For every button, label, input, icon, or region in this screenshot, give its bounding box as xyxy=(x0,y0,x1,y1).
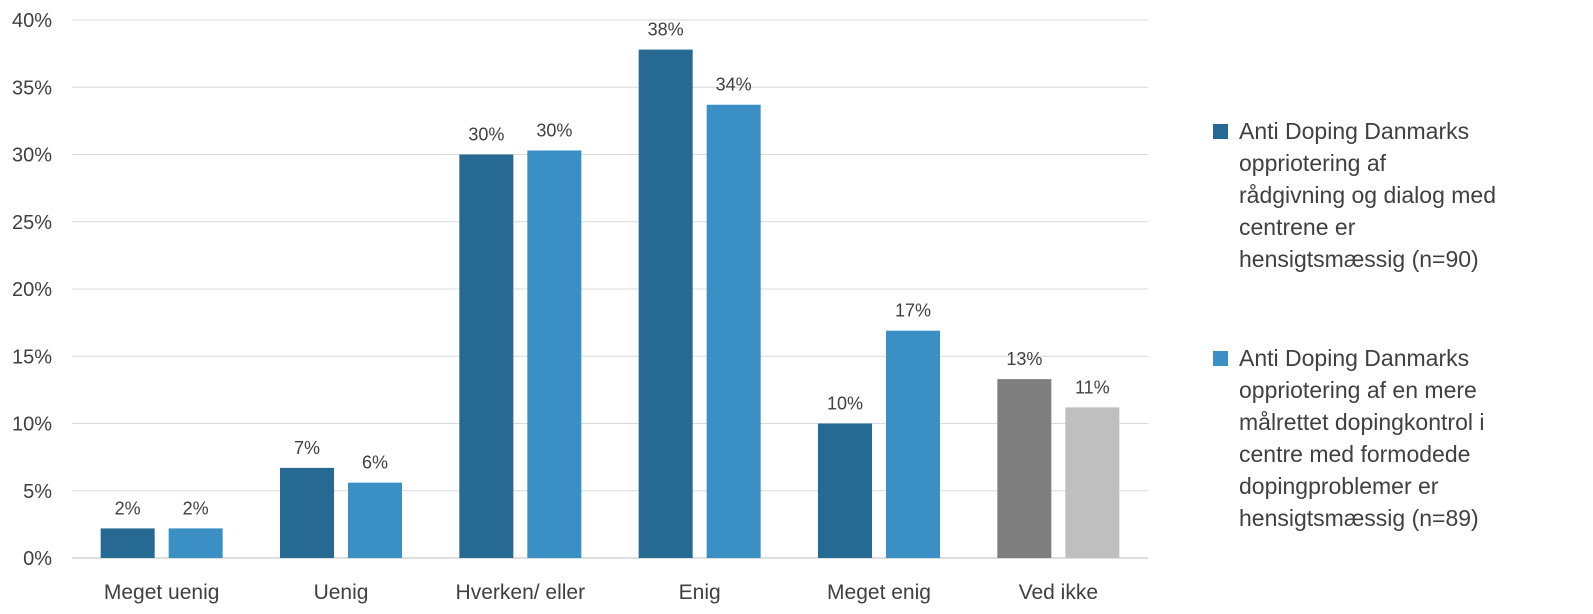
legend-swatch-series-1 xyxy=(1213,124,1228,139)
y-tick-label: 35% xyxy=(12,77,52,99)
data-label: 10% xyxy=(827,394,863,414)
y-tick-label: 15% xyxy=(12,346,52,368)
bar xyxy=(706,104,761,559)
data-label: 17% xyxy=(895,301,931,321)
data-label: 7% xyxy=(294,438,320,458)
data-label: 34% xyxy=(716,75,752,95)
data-label: 6% xyxy=(362,453,388,473)
x-tick-label: Meget enig xyxy=(827,581,931,604)
bar xyxy=(168,528,223,558)
bar xyxy=(100,528,155,558)
data-label: 11% xyxy=(1075,377,1110,397)
bar xyxy=(527,150,582,558)
bar xyxy=(997,379,1052,558)
x-tick-label: Hverken/ eller xyxy=(456,581,586,604)
data-label: 30% xyxy=(536,120,572,140)
y-tick-label: 40% xyxy=(12,10,52,32)
data-label: 2% xyxy=(115,498,141,518)
x-tick-label: Meget uenig xyxy=(104,581,220,604)
data-label: 13% xyxy=(1006,349,1042,369)
bar xyxy=(638,49,693,559)
bar xyxy=(886,330,940,558)
data-label: 2% xyxy=(183,498,209,518)
bar xyxy=(280,467,334,558)
data-label: 38% xyxy=(648,20,684,40)
x-tick-label: Enig xyxy=(679,581,721,604)
x-tick-label: Ved ikke xyxy=(1019,581,1098,604)
bar xyxy=(348,482,402,558)
bar xyxy=(459,154,514,558)
y-tick-label: 20% xyxy=(12,279,52,301)
y-tick-label: 0% xyxy=(23,548,52,570)
y-tick-label: 10% xyxy=(12,414,52,436)
bar-chart: 0% 5% 10% 15% 20% 25% 30% 35% 40% 2% 2% Meget uenig… xyxy=(12,10,1148,604)
legend-label-series-1: Anti Doping Danmarks oppriotering af råd… xyxy=(1239,118,1497,272)
y-tick-label: 30% xyxy=(12,145,52,167)
x-tick-label: Uenig xyxy=(314,581,369,604)
legend-label-series-2: Anti Doping Danmarks oppriotering af en … xyxy=(1239,345,1485,531)
y-tick-label: 5% xyxy=(23,481,52,503)
data-label: 30% xyxy=(468,125,504,145)
bar xyxy=(818,423,872,558)
y-tick-label: 25% xyxy=(12,212,52,234)
legend-swatch-series-2 xyxy=(1213,351,1228,366)
bar xyxy=(1065,407,1120,558)
